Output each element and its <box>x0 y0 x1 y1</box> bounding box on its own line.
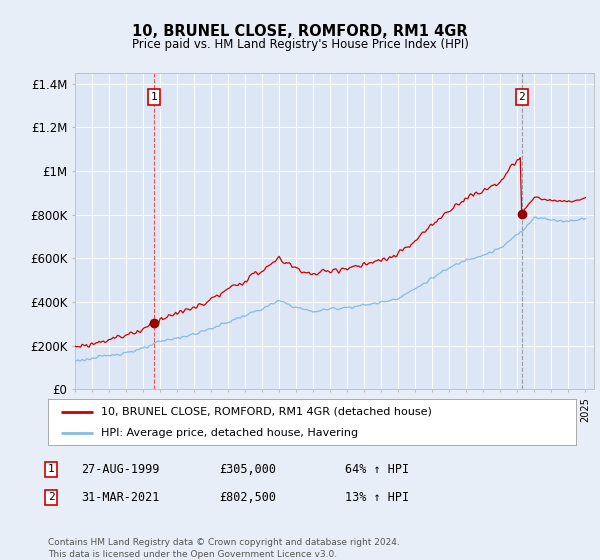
Text: Price paid vs. HM Land Registry's House Price Index (HPI): Price paid vs. HM Land Registry's House … <box>131 38 469 50</box>
Text: 1: 1 <box>47 464 55 474</box>
Text: £305,000: £305,000 <box>219 463 276 476</box>
Text: 27-AUG-1999: 27-AUG-1999 <box>81 463 160 476</box>
Text: 2: 2 <box>47 492 55 502</box>
Text: £802,500: £802,500 <box>219 491 276 504</box>
Text: Contains HM Land Registry data © Crown copyright and database right 2024.
This d: Contains HM Land Registry data © Crown c… <box>48 538 400 559</box>
Text: 10, BRUNEL CLOSE, ROMFORD, RM1 4GR: 10, BRUNEL CLOSE, ROMFORD, RM1 4GR <box>132 24 468 39</box>
Text: 31-MAR-2021: 31-MAR-2021 <box>81 491 160 504</box>
Text: 1: 1 <box>151 92 158 102</box>
Text: 64% ↑ HPI: 64% ↑ HPI <box>345 463 409 476</box>
Text: 13% ↑ HPI: 13% ↑ HPI <box>345 491 409 504</box>
Text: HPI: Average price, detached house, Havering: HPI: Average price, detached house, Have… <box>101 428 358 438</box>
Text: 2: 2 <box>518 92 525 102</box>
Text: 10, BRUNEL CLOSE, ROMFORD, RM1 4GR (detached house): 10, BRUNEL CLOSE, ROMFORD, RM1 4GR (deta… <box>101 407 431 417</box>
